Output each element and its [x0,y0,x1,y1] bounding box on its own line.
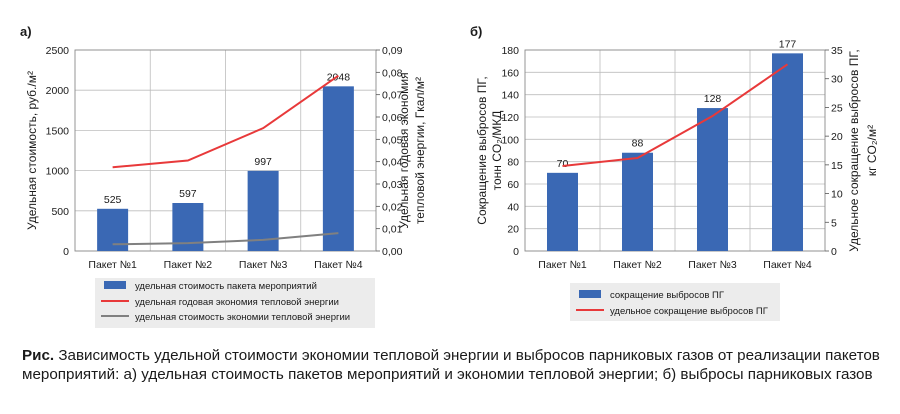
y-tick-label: 60 [507,179,519,191]
bar [547,172,578,251]
y-axis-title: Удельная стоимость, руб./м² [25,71,39,230]
y-tick-label: 2000 [46,85,70,97]
data-label: 88 [632,138,644,150]
y-tick-label: 100 [501,134,519,146]
y2-tick-label: 0,08 [382,67,403,79]
x-tick-label: Пакет №4 [763,259,812,271]
y-tick-label: 160 [501,67,519,79]
y2-tick-label: 10 [831,189,843,201]
bar [322,86,354,252]
legend-entry: удельное сокращение выбросов ПГ [610,306,768,317]
y2-tick-label: 0,09 [382,45,403,57]
legend-entry: сокращение выбросов ПГ [610,290,724,301]
bar [697,108,728,251]
y2-tick-label: 30 [831,74,843,86]
legend-swatch-bar [579,290,601,298]
y-tick-label: 1500 [46,125,70,137]
y-axis-title-line1: Сокращение выбросов ПГ, [475,76,489,224]
y2-tick-label: 0,00 [382,246,403,258]
plot-frame [74,49,377,252]
y2-tick-label: 0,03 [382,179,403,191]
y2-tick-label: 35 [831,45,843,57]
data-label: 997 [254,156,272,168]
series-line [112,232,339,246]
y2-tick-label: 5 [831,217,837,229]
y2-axis-title-line1: Удельная годовая экономия [397,72,411,228]
x-tick-label: Пакет №1 [88,259,137,271]
data-label: 70 [557,158,569,170]
x-tick-label: Пакет №1 [538,259,587,271]
legend-box [95,278,375,328]
figure-caption: Рис. Зависимость удельной стоимости экон… [22,346,890,384]
y2-tick-label: 0,06 [382,112,403,124]
x-tick-label: Пакет №3 [688,259,737,271]
y-tick-label: 120 [501,112,519,124]
data-label: 597 [179,188,197,200]
x-tick-label: Пакет №4 [314,259,363,271]
legend-entry: удельная стоимость экономии тепловой эне… [135,312,350,323]
y2-axis-title-line1: Удельное сокращение выбросов ПГ, [847,49,861,251]
y2-tick-label: 15 [831,160,843,172]
panel-label: б) [470,24,482,39]
caption-text: Зависимость удельной стоимости экономии … [22,347,880,383]
data-label: 525 [104,194,122,206]
y-tick-label: 500 [51,206,69,218]
y-tick-label: 180 [501,45,519,57]
y-tick-label: 140 [501,90,519,102]
y-axis-title-line2: тонн CO₂/МКД [490,111,504,191]
bar [772,53,803,251]
y-tick-label: 0 [63,246,69,258]
y2-axis-title-line2: кг CO₂/м² [865,125,879,176]
legend-box [570,283,780,321]
panel-label: а) [20,24,32,39]
y-tick-label: 0 [513,246,519,258]
y2-tick-label: 20 [831,131,843,143]
y-tick-label: 20 [507,224,519,236]
y-tick-label: 80 [507,157,519,169]
y2-axis-title-line2: тепловой энергии, Гкал/м² [413,77,427,224]
x-tick-label: Пакет №2 [164,259,213,271]
bar [622,152,653,251]
bar [247,170,279,251]
plot-frame [524,49,826,252]
y2-tick-label: 0 [831,246,837,258]
series-line [562,63,789,168]
y2-tick-label: 25 [831,102,843,114]
y2-tick-label: 0,07 [382,90,403,102]
legend-entry: удельная стоимость пакета мероприятий [135,281,317,292]
legend-entry: удельная годовая экономия тепловой энерг… [135,297,339,308]
y2-tick-label: 0,02 [382,201,403,213]
series-line [112,74,339,169]
data-label: 177 [779,38,797,50]
y-tick-label: 40 [507,201,519,213]
y2-tick-label: 0,05 [382,134,403,146]
legend-swatch-bar [104,281,126,289]
y-tick-label: 2500 [46,45,70,57]
y2-tick-label: 0,01 [382,224,403,236]
x-tick-label: Пакет №3 [239,259,288,271]
x-tick-label: Пакет №2 [613,259,662,271]
y2-tick-label: 0,04 [382,157,403,169]
data-label: 128 [704,93,722,105]
y-tick-label: 1000 [46,166,70,178]
caption-prefix: Рис. [22,347,55,364]
